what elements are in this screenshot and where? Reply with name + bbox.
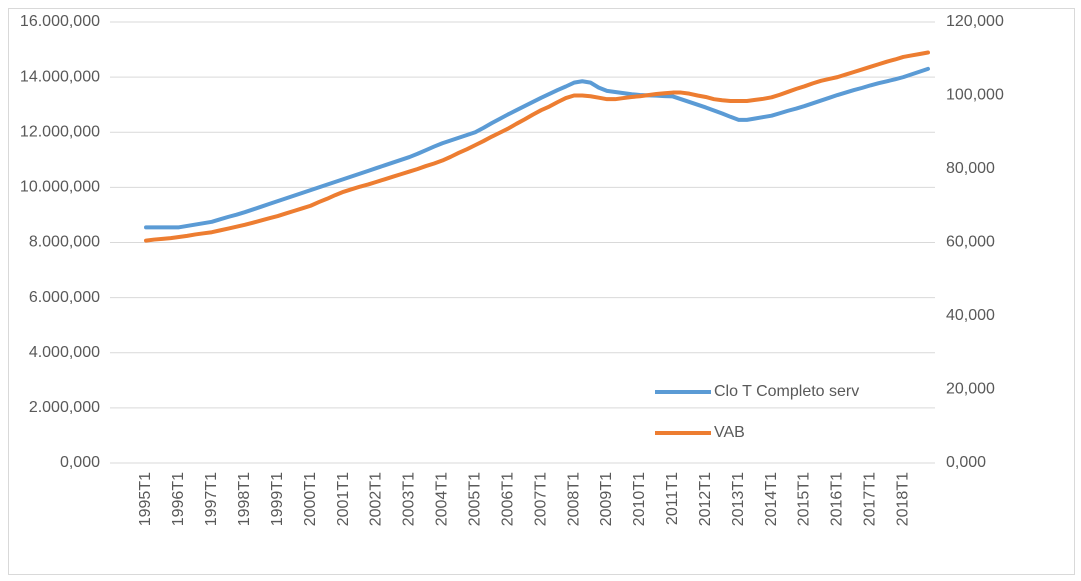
y-tick-label: 6.000,000 xyxy=(29,289,100,306)
y-tick-label: 16.000,000 xyxy=(20,13,100,30)
x-tick-label: 2005T1 xyxy=(466,472,483,526)
x-tick-label: 2013T1 xyxy=(730,472,747,526)
x-tick-label: 1995T1 xyxy=(137,472,154,526)
series-line xyxy=(144,66,930,230)
x-tick-label: 2002T1 xyxy=(368,472,385,526)
x-tick-label: 2000T1 xyxy=(302,472,319,526)
x-tick-label: 2007T1 xyxy=(532,472,549,526)
x-tick-label: 2017T1 xyxy=(862,472,879,526)
x-tick-label: 2011T1 xyxy=(664,472,681,525)
y2-tick-label: 0,000 xyxy=(946,454,986,471)
series-line xyxy=(144,50,930,243)
x-tick-label: 2006T1 xyxy=(499,472,516,526)
x-tick-label: 1997T1 xyxy=(203,472,220,526)
y2-tick-label: 80,000 xyxy=(946,160,995,177)
x-tick-label: 1998T1 xyxy=(236,472,253,526)
y-tick-label: 14.000,000 xyxy=(20,68,100,85)
x-tick-label: 2009T1 xyxy=(598,472,615,526)
x-tick-label: 2015T1 xyxy=(796,472,813,526)
x-tick-label: 2004T1 xyxy=(434,472,451,526)
y-tick-label: 12.000,000 xyxy=(20,123,100,140)
x-tick-label: 2001T1 xyxy=(335,472,352,526)
y-tick-label: 0,000 xyxy=(60,454,100,471)
legend-label: Clo T Completo serv xyxy=(714,383,859,400)
x-tick-label: 1999T1 xyxy=(269,472,286,526)
x-tick-label: 2010T1 xyxy=(631,472,648,526)
y2-tick-label: 60,000 xyxy=(946,234,995,251)
x-tick-label: 2008T1 xyxy=(565,472,582,526)
y2-tick-label: 40,000 xyxy=(946,307,995,324)
x-tick-label: 1996T1 xyxy=(170,472,187,526)
chart-border xyxy=(8,8,1075,575)
x-tick-label: 2016T1 xyxy=(829,472,846,526)
y-tick-label: 8.000,000 xyxy=(29,234,100,251)
y2-tick-label: 20,000 xyxy=(946,381,995,398)
x-tick-label: 2014T1 xyxy=(763,472,780,526)
y-tick-label: 10.000,000 xyxy=(20,179,100,196)
y-tick-label: 2.000,000 xyxy=(29,399,100,416)
y-tick-label: 4.000,000 xyxy=(29,344,100,361)
x-tick-label: 2003T1 xyxy=(401,472,418,526)
x-tick-label: 2018T1 xyxy=(895,472,912,526)
legend-label: VAB xyxy=(714,424,745,441)
x-tick-label: 2012T1 xyxy=(697,472,714,526)
y2-tick-label: 120,000 xyxy=(946,13,1004,30)
y2-tick-label: 100,000 xyxy=(946,87,1004,104)
